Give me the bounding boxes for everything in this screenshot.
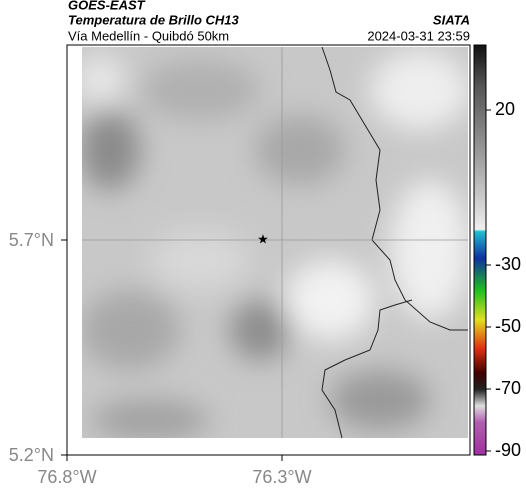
colorbar-tick-label: -90 [495,440,521,460]
colorbar-tick-label: -70 [495,378,521,398]
lon-label: 76.8°W [37,467,96,487]
brightness-image: ★ [82,47,468,438]
colorbar-tick-label: -50 [495,316,521,336]
agency: SIATA [433,12,470,27]
subtitle: Vía Medellín - Quibdó 50km [68,28,229,43]
svg-text:★: ★ [257,231,269,246]
source: GOES-EAST [68,0,146,12]
colorbar-tick-label: 20 [495,99,515,119]
colorbar [473,44,487,456]
lat-label: 5.7°N [9,230,54,250]
lat-label: 5.2°N [9,445,54,465]
title: Temperatura de Brillo CH13 [68,12,240,27]
timestamp: 2024-03-31 23:59 [367,28,470,43]
lon-label: 76.3°W [252,467,311,487]
colorbar-tick-label: -30 [495,254,521,274]
